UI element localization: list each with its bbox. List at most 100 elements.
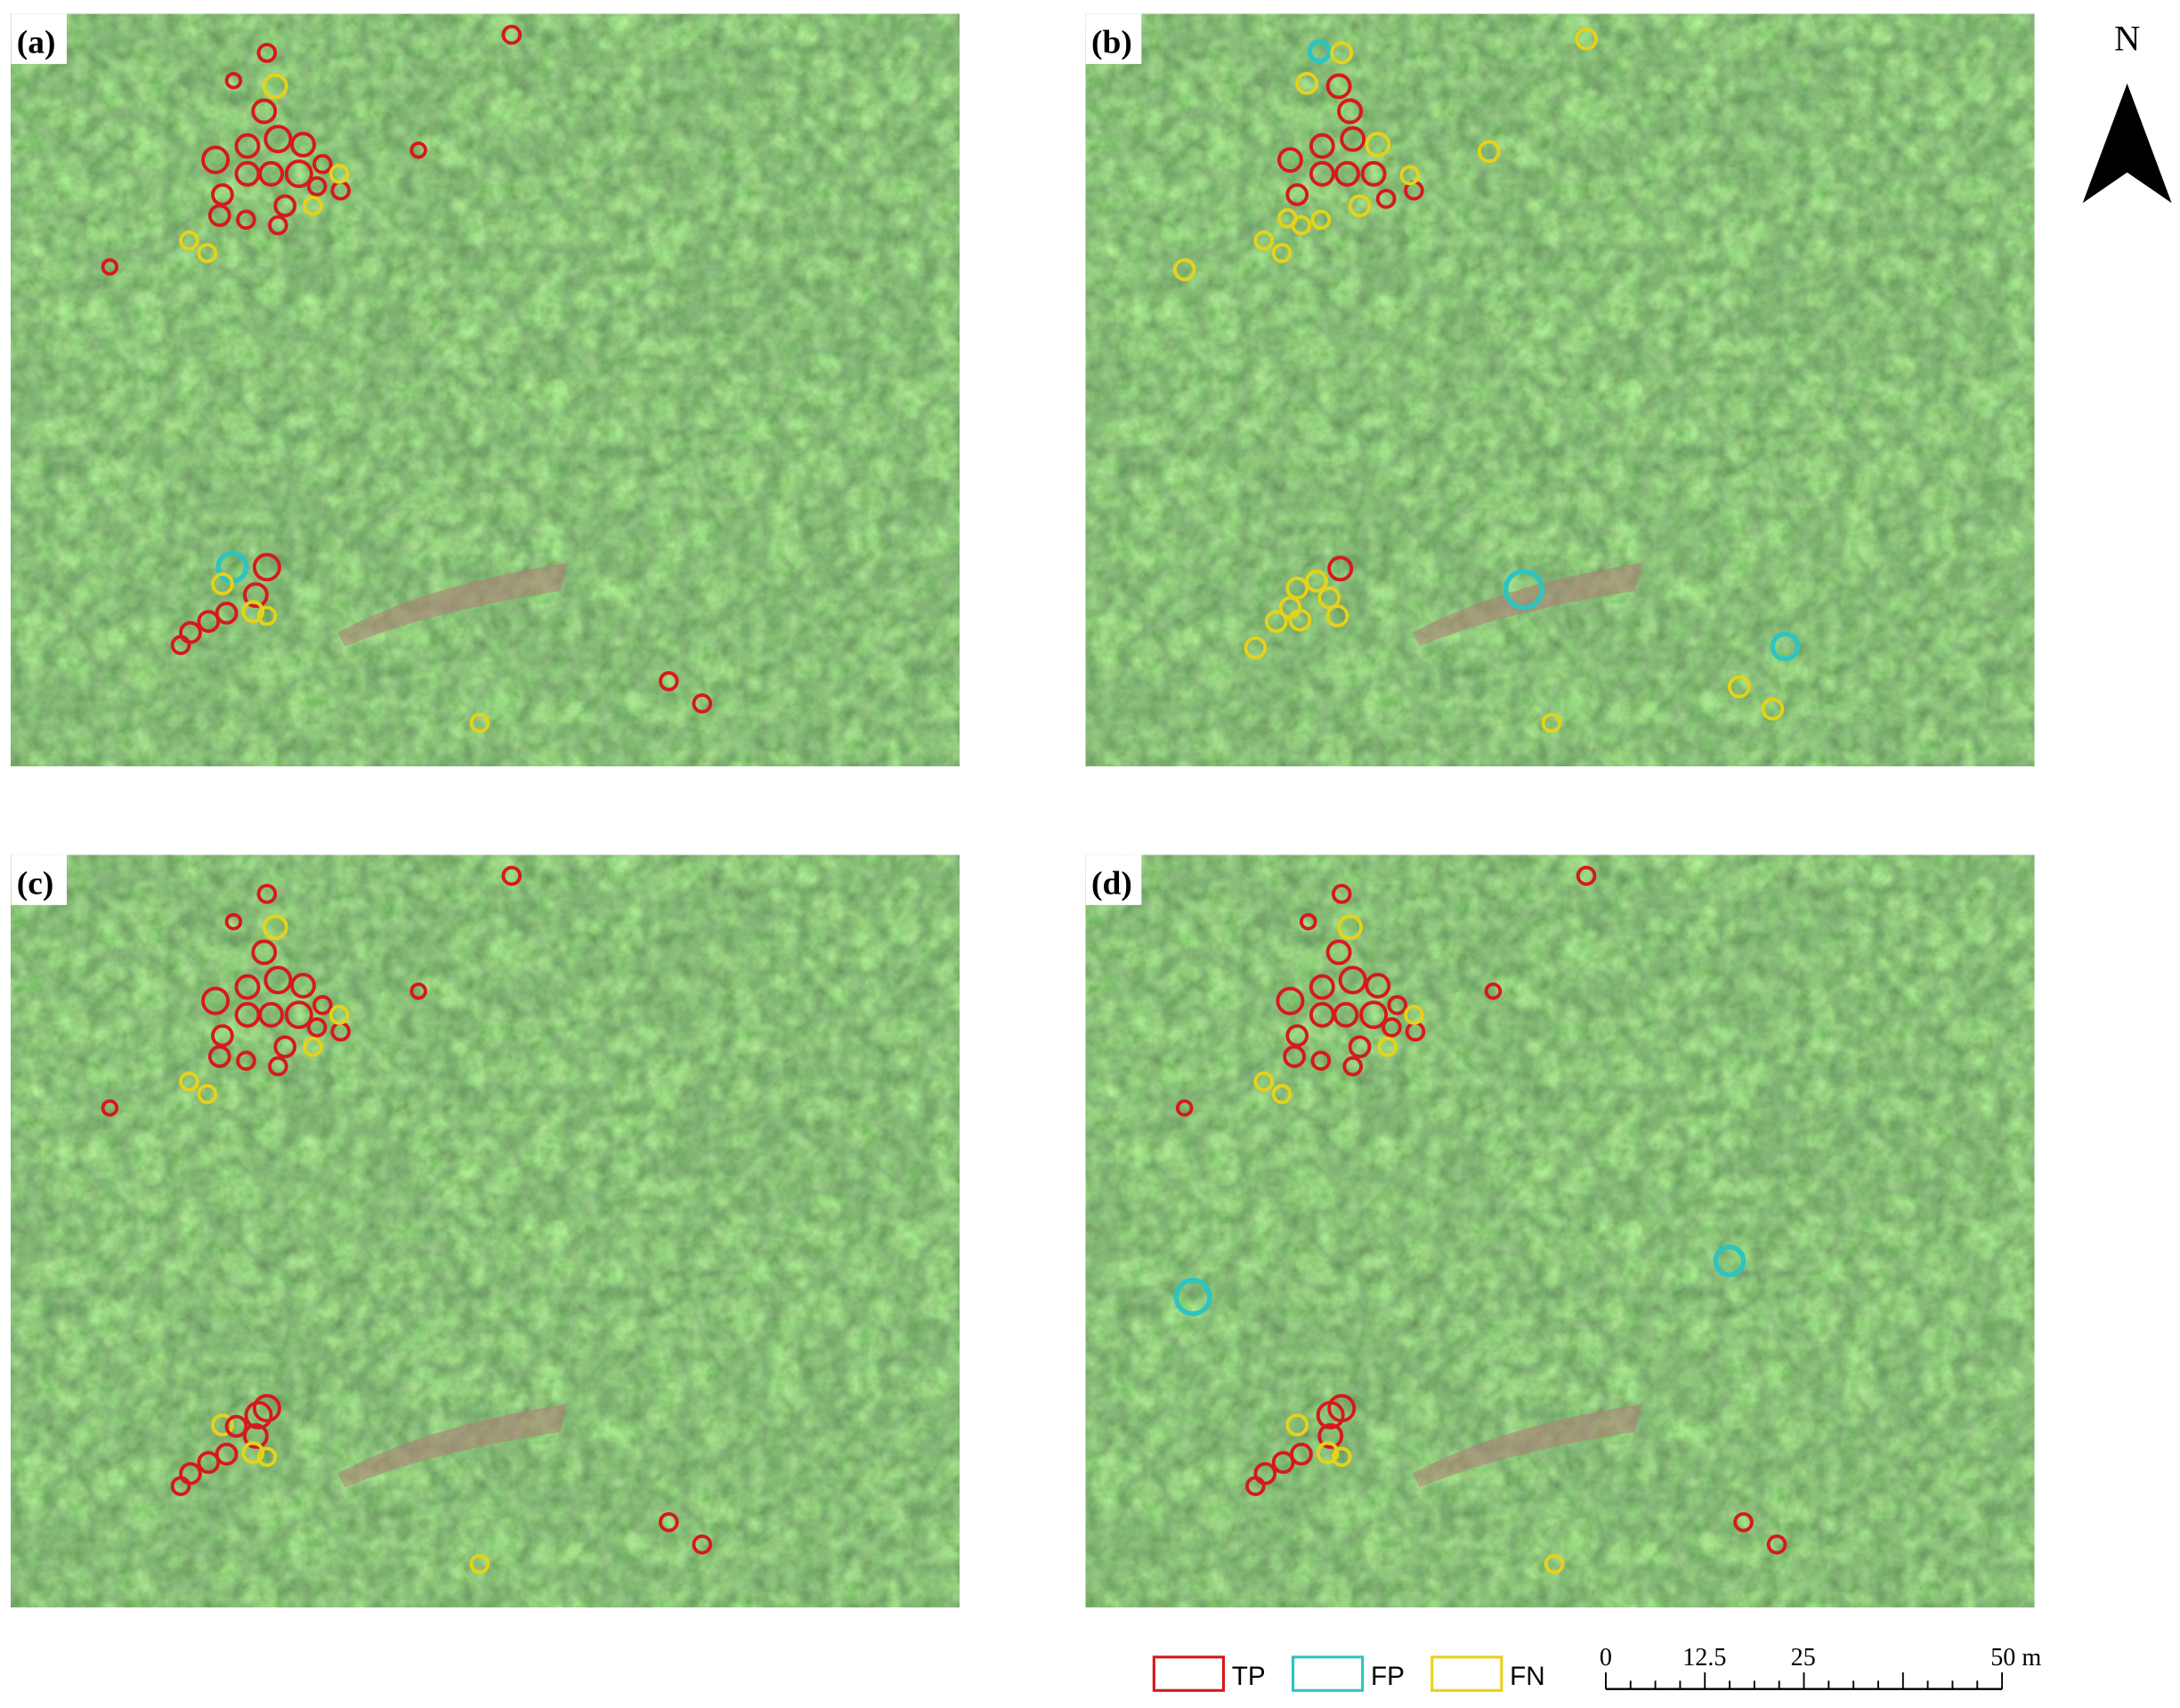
detection-circle <box>1305 570 1328 593</box>
detection-circle <box>211 1413 234 1437</box>
north-arrow-shape <box>2082 83 2172 204</box>
detection-circle <box>273 194 297 218</box>
detection-circle <box>1340 125 1366 152</box>
detection-circle <box>1541 712 1562 733</box>
detection-circle <box>501 865 523 886</box>
detection-circle <box>236 209 256 231</box>
detection-circle <box>211 572 234 595</box>
detection-circle <box>101 258 119 276</box>
detection-circle <box>256 884 278 904</box>
detection-circle <box>1317 1423 1344 1449</box>
detection-circle <box>328 163 350 184</box>
detection-circle <box>306 1016 328 1038</box>
legend-label: TP <box>1232 1662 1266 1691</box>
detection-circle <box>658 1511 679 1533</box>
detection-circle <box>1576 865 1597 886</box>
panel-label: (b) <box>1091 24 1132 61</box>
detection-circle <box>1283 1045 1306 1068</box>
detection-circle <box>692 1534 713 1555</box>
canopy-shadow <box>1085 854 2035 1607</box>
detection-circle <box>1365 972 1391 999</box>
scale-bar: 0 12.5 25 50 m <box>1600 1644 2041 1690</box>
legend: TP FP FN <box>1152 1655 1545 1692</box>
detection-circle <box>179 230 199 251</box>
detection-circle <box>1484 982 1503 1000</box>
detection-circle <box>1285 182 1309 206</box>
detection-circle <box>1307 39 1332 64</box>
legend-swatch <box>1430 1655 1503 1692</box>
detection-circle <box>251 939 278 966</box>
detection-circle <box>1331 1446 1352 1468</box>
detection-circle <box>197 1451 221 1475</box>
detection-circle <box>1253 230 1275 251</box>
detection-circle <box>252 1394 281 1423</box>
detection-circle <box>179 1071 199 1092</box>
detection-circle <box>306 176 328 197</box>
detection-circle <box>1375 189 1397 209</box>
detection-circle <box>303 1036 323 1057</box>
detection-circle <box>215 1442 239 1466</box>
panel: (d) <box>1085 854 2035 1607</box>
detection-circle <box>328 1004 350 1025</box>
detection-circle <box>207 204 231 228</box>
north-arrow: N <box>2082 18 2172 204</box>
detection-circle <box>215 601 239 625</box>
detection-circle <box>1310 1050 1332 1072</box>
detection-circle <box>1271 242 1293 263</box>
scale-label: 0 <box>1600 1644 1612 1672</box>
detection-circle <box>1348 1035 1372 1059</box>
legend-swatch <box>1291 1655 1365 1692</box>
detection-circle <box>256 1446 278 1468</box>
detection-circle <box>1342 1056 1364 1077</box>
canopy-shadow <box>1085 13 2035 766</box>
detection-circle <box>1325 73 1352 100</box>
detection-circle <box>236 1050 256 1072</box>
detection-circle <box>1175 1099 1194 1117</box>
detection-circle <box>262 73 288 100</box>
detection-circle <box>268 1056 288 1077</box>
detection-circle <box>1291 215 1312 236</box>
detection-circle <box>197 1083 218 1105</box>
detection-circle <box>290 132 316 158</box>
detection-circle <box>170 1476 191 1497</box>
detection-circle <box>469 1553 490 1574</box>
detection-circle <box>1295 71 1319 95</box>
detection-circle <box>1387 994 1407 1016</box>
detection-circle <box>692 693 713 714</box>
detection-circle <box>224 1414 248 1438</box>
detection-circle <box>1276 147 1303 174</box>
detection-circle <box>263 125 293 154</box>
detection-circle <box>241 600 265 624</box>
detection-circle <box>179 1461 202 1485</box>
legend-swatch <box>1152 1655 1226 1692</box>
detection-circle <box>201 145 231 174</box>
detection-circle <box>1325 604 1349 627</box>
detection-circle <box>234 1001 261 1028</box>
detection-circle <box>256 43 278 63</box>
detection-circle <box>1365 132 1391 158</box>
detection-circle <box>1337 98 1364 125</box>
detection-circle <box>303 195 323 216</box>
detection-circle <box>242 1423 269 1449</box>
detection-circle <box>1770 631 1801 662</box>
detection-circle <box>284 159 313 189</box>
detection-circle <box>179 620 202 644</box>
detection-circle <box>312 994 333 1016</box>
detection-circle <box>101 1099 119 1117</box>
detection-circle <box>1761 697 1785 721</box>
detection-circle <box>1338 966 1367 995</box>
north-label: N <box>2114 18 2140 58</box>
detection-circle <box>1333 160 1360 187</box>
detection-circle <box>1337 914 1364 941</box>
detection-circle <box>1477 140 1501 164</box>
detection-circle <box>1299 912 1317 931</box>
detection-circle <box>234 160 261 187</box>
panel-label-bg <box>11 854 67 905</box>
detection-circle <box>256 605 278 627</box>
detection-circle <box>1544 1553 1565 1574</box>
detection-circle <box>1382 1016 1402 1038</box>
detection-circle <box>1733 1511 1754 1533</box>
detection-circle <box>312 154 333 174</box>
detection-circle <box>241 1441 265 1465</box>
